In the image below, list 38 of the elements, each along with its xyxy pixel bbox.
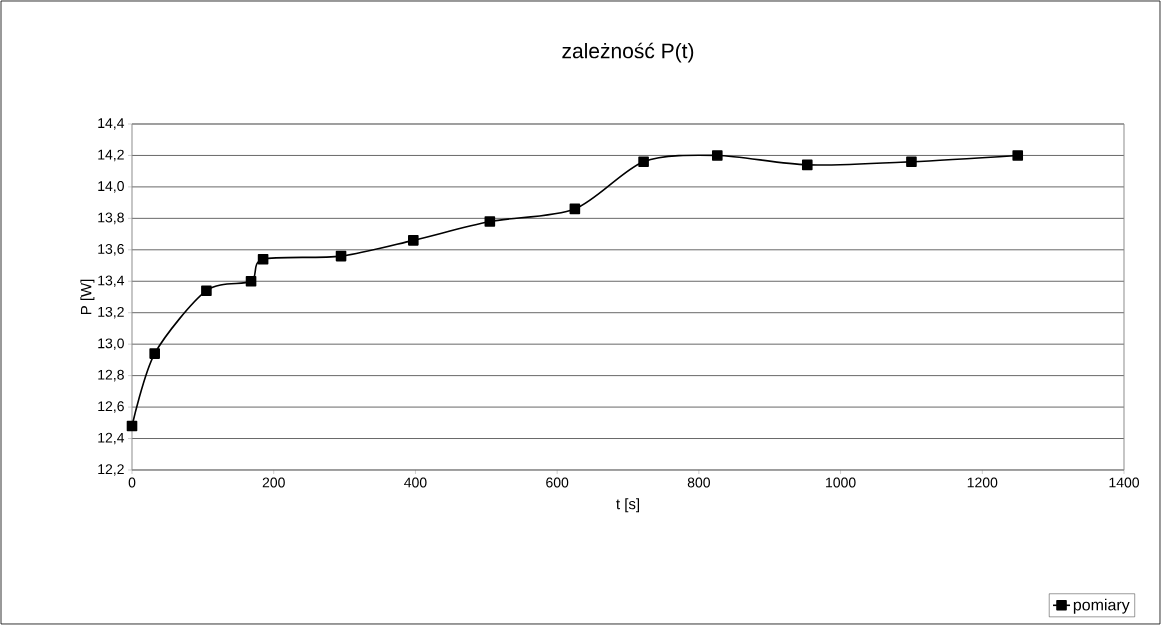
- point: [906, 156, 917, 168]
- x-tick-label: 800: [687, 477, 710, 488]
- y-tick-label: 12,4: [98, 432, 125, 445]
- legend-label: pomiary: [1073, 598, 1130, 614]
- y-tick-label: 13,6: [98, 244, 124, 256]
- y-tick-label: 12,6: [98, 401, 124, 413]
- point: [149, 348, 160, 359]
- y-tick-label: 12,8: [98, 369, 124, 382]
- y-tick-label: 13,8: [98, 212, 124, 225]
- y-tick-label: 14,4: [98, 118, 125, 130]
- x-tick-label: 200: [262, 477, 285, 488]
- x-axis-title: t [s]: [616, 498, 640, 513]
- y-tick-label: 13,2: [98, 306, 124, 319]
- point: [408, 235, 419, 246]
- point: [569, 203, 581, 215]
- point: [638, 156, 649, 168]
- x-tick-label: 400: [404, 477, 427, 488]
- x-tick-label: 1000: [826, 477, 856, 488]
- point: [201, 285, 212, 296]
- y-tick-label: 14,2: [98, 149, 124, 162]
- point: [801, 159, 813, 171]
- point: [245, 275, 257, 287]
- point: [257, 253, 269, 265]
- point: [484, 216, 496, 227]
- x-tick-label: 1200: [967, 477, 998, 488]
- point: [1012, 150, 1024, 161]
- y-tick-label: 13,4: [98, 275, 125, 288]
- y-tick-label: 13,0: [98, 338, 124, 350]
- point: [335, 250, 347, 262]
- y-tick-label: 12,2: [98, 464, 124, 476]
- chart-title: zależność P(t): [562, 42, 694, 63]
- y-tick-label: 14,0: [98, 181, 124, 193]
- x-tick-label: 600: [546, 477, 569, 488]
- x-tick-label: 0: [128, 477, 136, 488]
- x-tick-label: 1400: [1109, 477, 1140, 488]
- y-axis-title: P [W]: [80, 279, 95, 315]
- point: [711, 150, 723, 161]
- point: [126, 420, 138, 432]
